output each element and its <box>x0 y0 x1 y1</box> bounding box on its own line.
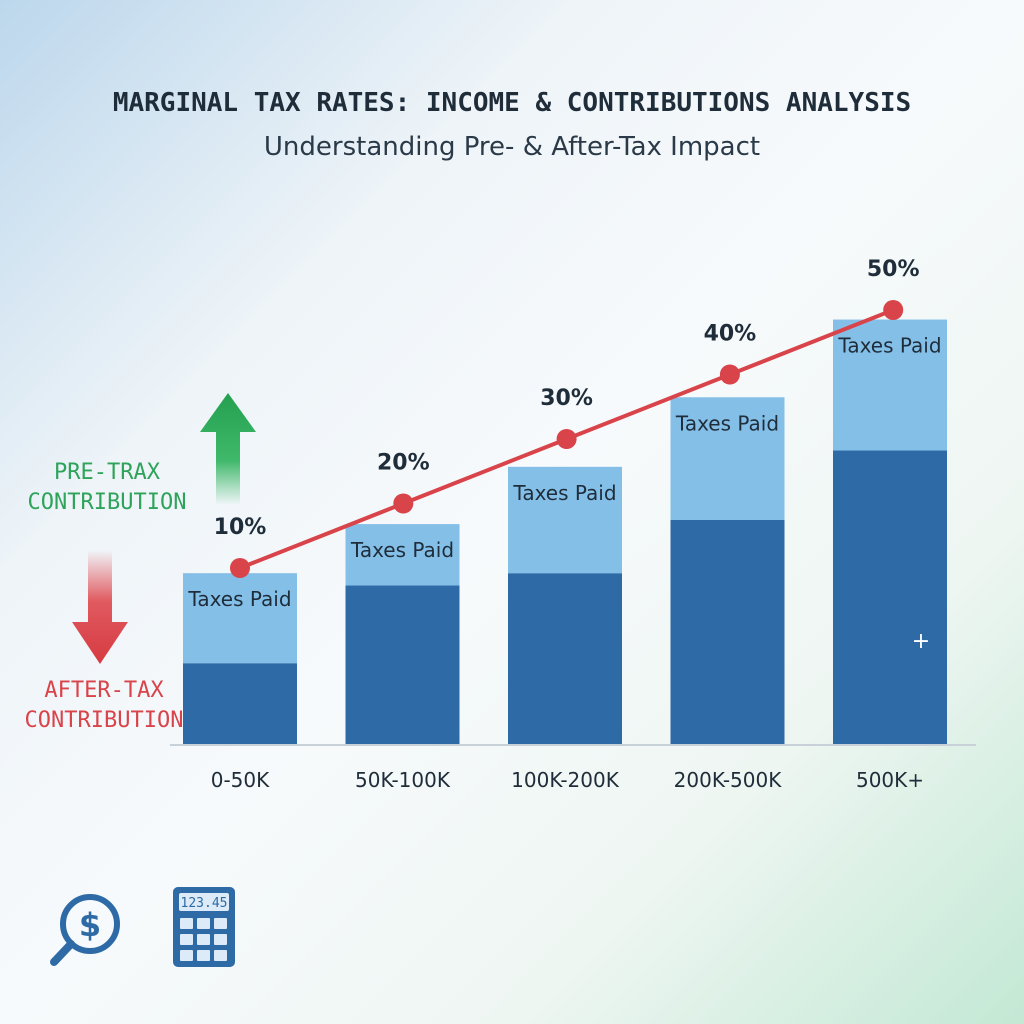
plus-icon: + <box>912 629 930 654</box>
down-arrow-icon <box>72 550 128 664</box>
x-tick-label-3: 200K-500K <box>674 768 783 792</box>
bar-after-tax-2 <box>508 573 622 745</box>
bar-segment-label-1: Taxes Paid <box>350 538 454 562</box>
x-tick-label-0: 0-50K <box>211 768 270 792</box>
rate-label-3: 40% <box>704 322 757 347</box>
rate-point-2 <box>556 429 577 449</box>
pre-tax-label-line1: PRE-TRAX <box>54 460 160 485</box>
pre-tax-label-line2: CONTRIBUTION <box>27 490 187 515</box>
rate-point-0 <box>230 558 250 578</box>
bar-segment-label-3: Taxes Paid <box>675 411 779 435</box>
calculator-icon: 123.45 <box>173 887 235 967</box>
pre-tax-label: PRE-TRAX CONTRIBUTION <box>22 458 192 518</box>
bar-taxes-paid-2 <box>508 466 622 574</box>
x-tick-label-1: 50K-100K <box>355 768 451 792</box>
bar-after-tax-4 <box>833 450 947 745</box>
after-tax-label-line1: AFTER-TAX <box>44 678 164 703</box>
bar-taxes-paid-1 <box>345 524 460 586</box>
bar-segment-label-4: Taxes Paid <box>837 334 941 358</box>
rate-label-1: 20% <box>377 451 430 476</box>
rate-label-2: 30% <box>540 386 593 411</box>
after-tax-label-line2: CONTRIBUTION <box>24 708 184 733</box>
magnifier-dollar-icon: $ <box>50 894 120 966</box>
bar-after-tax-3 <box>670 520 785 745</box>
chart-title: MARGINAL TAX RATES: INCOME & CONTRIBUTIO… <box>112 88 912 118</box>
bar-segment-label-0: Taxes Paid <box>187 587 291 611</box>
bar-segment-label-2: Taxes Paid <box>512 481 616 505</box>
bar-taxes-paid-0 <box>183 573 297 664</box>
rate-point-4 <box>883 300 904 320</box>
bar-after-tax-0 <box>183 663 297 745</box>
bar-taxes-paid-3 <box>670 397 785 520</box>
bar-taxes-paid-4 <box>833 319 947 451</box>
rate-point-3 <box>719 364 740 385</box>
chart-subtitle: Understanding Pre- & After-Tax Impact <box>263 132 761 162</box>
rate-label-0: 10% <box>214 515 267 540</box>
rate-point-1 <box>393 493 414 514</box>
x-tick-label-4: 500K+ <box>856 768 924 792</box>
rate-label-4: 50% <box>867 257 920 282</box>
calculator-display: 123.45 <box>181 896 228 911</box>
svg-text:$: $ <box>79 906 101 944</box>
x-tick-label-2: 100K-200K <box>511 768 620 792</box>
bar-after-tax-1 <box>345 585 460 745</box>
up-arrow-icon <box>200 393 256 505</box>
after-tax-label: AFTER-TAX CONTRIBUTION <box>14 676 194 736</box>
